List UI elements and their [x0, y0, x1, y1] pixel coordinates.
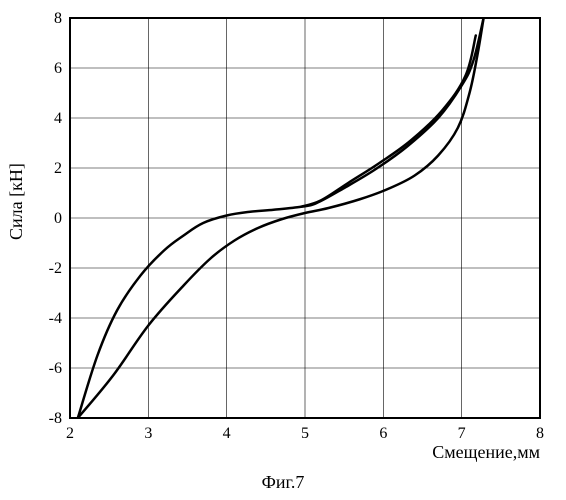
x-axis-label-text: Смещение,мм — [432, 442, 540, 462]
y-tick-label: 6 — [54, 60, 62, 77]
y-axis-label: Сила [кН] — [6, 163, 27, 240]
x-tick-label: 4 — [223, 425, 231, 442]
y-tick-label: 8 — [54, 10, 62, 27]
y-tick-label: 2 — [54, 160, 62, 177]
curve-middle — [301, 36, 476, 207]
y-tick-label: -6 — [49, 360, 62, 377]
y-tick-label: -4 — [49, 310, 62, 327]
y-tick-label: 4 — [54, 110, 62, 127]
figure-caption: Фиг.7 — [0, 472, 566, 493]
x-tick-label: 8 — [536, 425, 544, 442]
y-tick-label: -8 — [49, 410, 62, 427]
x-tick-label: 2 — [66, 425, 74, 442]
x-axis-label: Смещение,мм — [432, 442, 540, 463]
chart-container: 2 3 4 5 6 7 8 -8 -6 -4 -2 0 2 4 6 8 Сила [кН] Смещение,… — [0, 0, 566, 500]
chart-svg: 2 3 4 5 6 7 8 -8 -6 -4 -2 0 2 4 6 8 — [0, 0, 566, 500]
figure-caption-text: Фиг.7 — [262, 472, 305, 492]
x-tick-label: 6 — [379, 425, 387, 442]
y-axis-label-text: Сила [кН] — [6, 163, 26, 240]
x-tick-label: 3 — [144, 425, 152, 442]
x-tick-label: 5 — [301, 425, 309, 442]
x-tick-label: 7 — [458, 425, 466, 442]
y-tick-label: -2 — [49, 260, 62, 277]
y-tick-label: 0 — [54, 210, 62, 227]
